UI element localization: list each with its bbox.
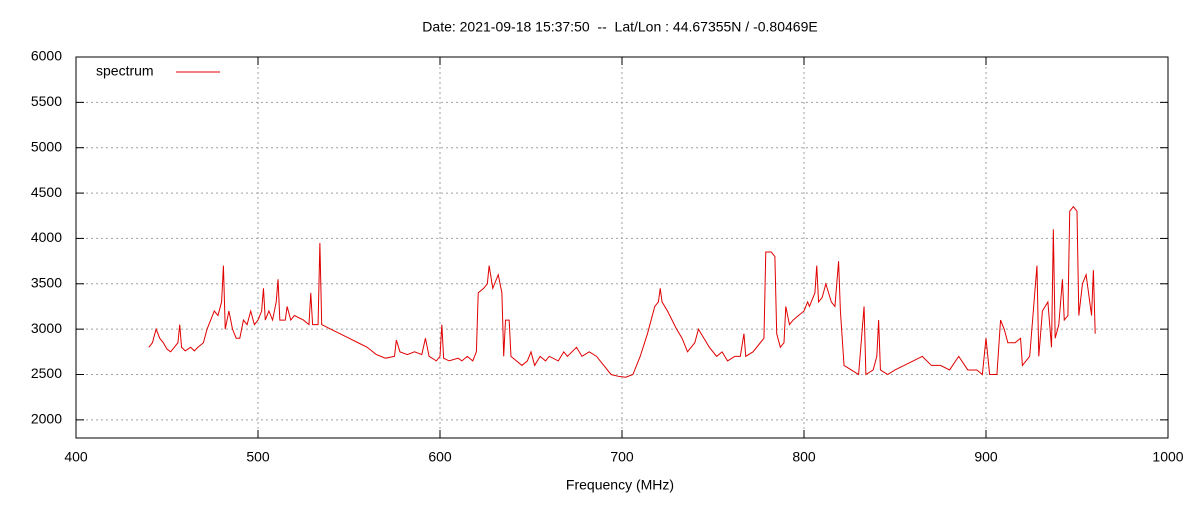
y-tick-label: 5000 <box>31 138 62 154</box>
y-tick-label: 3000 <box>31 320 62 336</box>
x-tick-label: 1000 <box>1152 449 1183 465</box>
legend-label: spectrum <box>96 63 154 79</box>
y-tick-label: 6000 <box>31 48 62 64</box>
x-tick-label: 500 <box>246 449 270 465</box>
x-tick-label: 600 <box>428 449 452 465</box>
y-tick-label: 3500 <box>31 274 62 290</box>
plot-frame <box>75 56 1169 439</box>
x-tick-label: 800 <box>792 449 816 465</box>
chart-title: Date: 2021-09-18 15:37:50 -- Lat/Lon : 4… <box>422 19 817 35</box>
y-tick-label: 2000 <box>31 411 62 427</box>
x-tick-label: 900 <box>974 449 998 465</box>
y-tick-label: 4000 <box>31 229 62 245</box>
y-tick-label: 2500 <box>31 365 62 381</box>
x-tick-label: 400 <box>64 449 88 465</box>
y-tick-label: 4500 <box>31 184 62 200</box>
y-tick-label: 5500 <box>31 93 62 109</box>
spectrum-line <box>148 205 1096 378</box>
x-tick-label: 700 <box>610 449 634 465</box>
x-axis-label: Frequency (MHz) <box>566 477 674 493</box>
